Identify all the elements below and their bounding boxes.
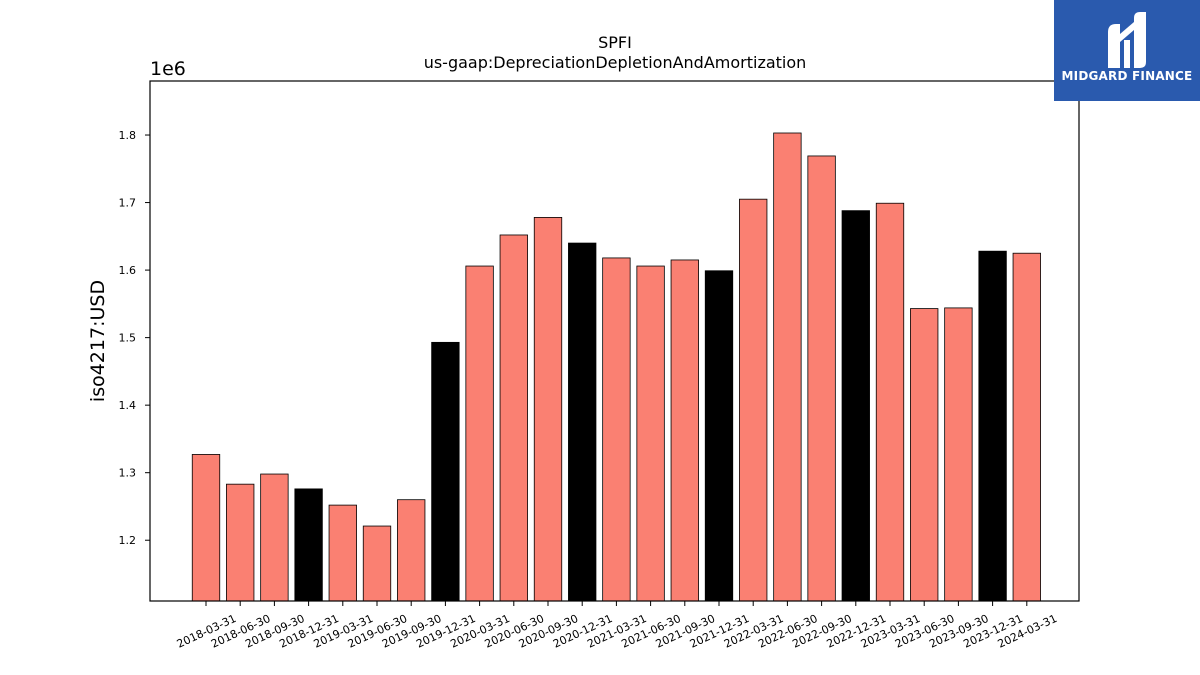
midgard-finance-logo: MIDGARD FINANCE xyxy=(1054,0,1200,101)
bar-2022-06-30 xyxy=(773,132,802,602)
bar-2023-06-30 xyxy=(910,308,939,602)
bar-2022-03-31 xyxy=(739,198,768,602)
bar-2021-06-30 xyxy=(636,265,665,602)
y-offset-label: 1e6 xyxy=(150,58,186,80)
bar-2019-06-30 xyxy=(362,525,392,602)
bar-2018-03-31 xyxy=(191,454,221,602)
bar-2020-09-30 xyxy=(533,217,563,602)
chart-title: SPFI xyxy=(598,33,632,52)
chart-subtitle: us-gaap:DepreciationDepletionAndAmortiza… xyxy=(424,53,807,72)
y-ticks: 1.2 1.3 1.4 1.5 1.6 1.7 1.8 xyxy=(119,129,150,547)
y-tick-label: 1.3 xyxy=(119,467,137,480)
bar-2020-06-30 xyxy=(499,234,528,602)
x-ticks: 2018-03-312018-06-302018-09-302018-12-31… xyxy=(175,601,1059,651)
bar-2019-09-30 xyxy=(397,499,426,602)
bar-2020-03-31 xyxy=(465,265,494,602)
bar-2024-03-31 xyxy=(1012,252,1041,602)
bar-2022-09-30 xyxy=(807,155,836,602)
y-tick-label: 1.6 xyxy=(119,264,137,277)
y-tick-label: 1.5 xyxy=(119,332,137,345)
y-tick-label: 1.7 xyxy=(119,197,137,210)
bar-2018-09-30 xyxy=(260,473,289,602)
bar-2018-06-30 xyxy=(226,483,255,602)
bar-2021-09-30 xyxy=(670,259,699,602)
bar-2018-12-31 xyxy=(294,488,323,602)
plot-frame xyxy=(149,80,1080,602)
bar-2023-12-31 xyxy=(978,250,1007,602)
y-tick-label: 1.4 xyxy=(119,399,137,412)
bar-2021-03-31 xyxy=(602,257,631,602)
bar-2023-03-31 xyxy=(875,202,905,602)
midgard-logo-icon xyxy=(1108,12,1146,68)
bar-2020-12-31 xyxy=(568,242,597,602)
logo-text: MIDGARD FINANCE xyxy=(1061,69,1193,83)
bar-2019-03-31 xyxy=(328,504,357,602)
bars xyxy=(191,132,1041,602)
y-axis-label: iso4217:USD xyxy=(87,280,109,402)
bar-2022-12-31 xyxy=(841,210,870,602)
bar-2019-12-31 xyxy=(431,341,460,602)
y-tick-label: 1.8 xyxy=(119,129,137,142)
bar-2023-09-30 xyxy=(944,307,973,602)
bar-2021-12-31 xyxy=(704,270,734,602)
y-tick-label: 1.2 xyxy=(119,534,137,547)
